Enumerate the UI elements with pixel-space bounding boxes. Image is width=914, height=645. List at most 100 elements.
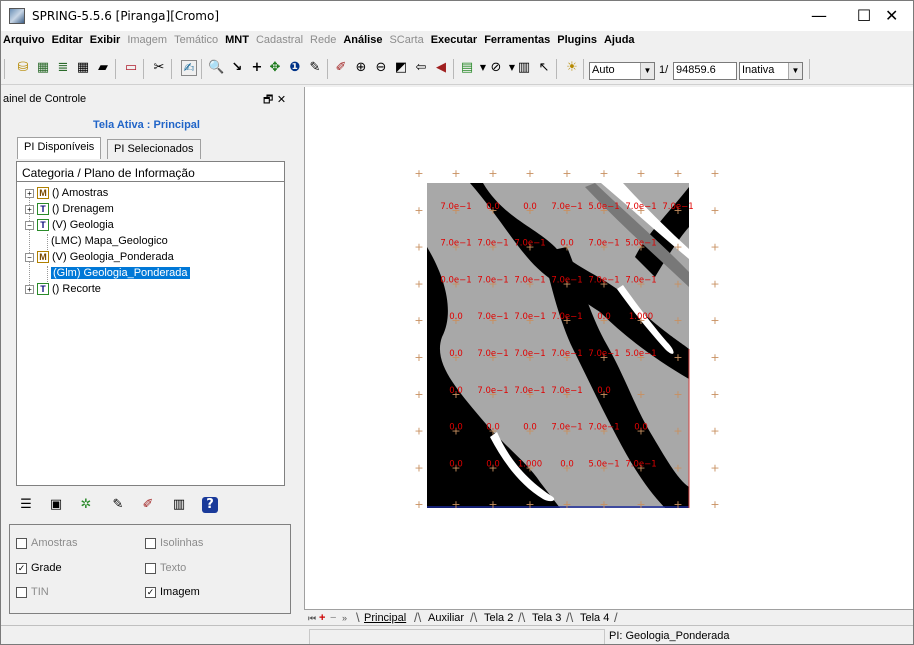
menu-mnt[interactable]: MNT [225,34,249,46]
add-tab-icon[interactable]: + [319,612,326,624]
tree-node[interactable]: − T (V) Geologia [25,218,114,233]
menu-cadastral[interactable]: Cadastral [255,34,304,46]
minimize-button[interactable]: — [811,6,827,25]
state-value: Inativa [742,64,775,76]
tab-tela-3[interactable]: Tela 3 [532,612,562,624]
pan-back-icon[interactable]: ◀ [436,60,446,75]
black-band-diagonal [543,247,689,508]
expand-icon[interactable]: + [25,204,34,214]
grid-cross-icon: + [562,498,571,511]
legend-icon[interactable]: ▤ [460,60,474,75]
last-page-icon[interactable]: » [342,613,348,623]
panel-window-controls[interactable]: 🗗 ✕ [263,93,287,106]
grid-cross-icon: + [673,241,682,254]
grid-value-label: 7.0e−1 [588,239,619,249]
tab-pi-selecionados[interactable]: PI Selecionados [107,139,201,159]
active-screen-label: Tela Ativa : Principal [93,119,200,131]
window-icon[interactable]: ▭ [124,60,138,75]
menu-ajuda[interactable]: Ajuda [603,34,635,46]
expand-icon[interactable]: + [25,284,34,294]
select-dropdown-icon[interactable]: ▼ [508,63,516,72]
menu-executar[interactable]: Executar [430,34,478,46]
cut-icon[interactable]: ✂ [153,60,165,75]
tab-principal[interactable]: Principal [364,612,407,624]
pointer-icon[interactable]: ↖ [538,60,550,75]
grid-value-label: 7.0e−1 [588,349,619,359]
edit-pencil-icon[interactable]: ✐ [335,60,347,75]
zoom-mode-select[interactable]: Auto ▼ [589,62,655,80]
expand-icon[interactable]: + [25,188,34,198]
visual-icon[interactable]: ✲ [80,497,92,512]
tree-node[interactable]: − M (V) Geologia_Ponderada [25,250,174,265]
legend-dropdown-icon[interactable]: ▼ [479,63,487,72]
zoom-in-icon[interactable]: ⊕ [355,60,367,75]
list-icon[interactable]: ☰ [20,497,32,512]
tab-pi-disponiveis[interactable]: PI Disponíveis [17,137,102,159]
first-page-icon[interactable]: ⏮ [308,613,317,623]
collapse-icon[interactable]: − [25,252,34,262]
grid-cross-icon: + [488,388,497,401]
app-icon [9,8,25,24]
back-icon[interactable]: ⇦ [415,60,427,75]
properties-icon[interactable]: ▣ [49,497,63,512]
menu-scarta[interactable]: SCarta [389,34,424,46]
scale-input[interactable]: 94859.6 [673,62,737,80]
tab-tela-2[interactable]: Tela 2 [484,612,514,624]
remove-tab-icon[interactable]: − [330,612,337,624]
tab-tela-4[interactable]: Tela 4 [580,612,610,624]
layers-icon[interactable]: ≣ [57,60,69,75]
zoom-out-icon[interactable]: ⊖ [375,60,387,75]
database-icon[interactable]: ⛁ [17,60,29,75]
close-button[interactable]: ✕ [885,6,899,25]
tab-auxiliar[interactable]: Auxiliar [428,612,465,624]
thematic-category-icon: T [37,219,49,232]
tree-node[interactable]: + T() Drenagem [25,202,114,217]
state-select[interactable]: Inativa ▼ [739,62,803,80]
polygon-icon[interactable]: ▰ [98,60,108,75]
checkbox-box [16,537,27,549]
menu-rede[interactable]: Rede [310,34,337,46]
grid-value-label: 7.0e−1 [477,386,508,396]
project-icon[interactable]: ▦ [36,60,50,75]
edit-icon[interactable]: ✎ [112,497,124,512]
tree-node[interactable]: (LMC) Mapa_Geologico [51,234,168,249]
maximize-button[interactable]: ☐ [856,6,872,25]
info-icon[interactable]: ❶ [289,60,301,75]
checkbox-texto[interactable]: Texto [145,562,186,574]
checkbox-isolinhas[interactable]: Isolinhas [145,537,203,549]
tree-node[interactable]: + M() Amostras [25,186,108,201]
checkbox-amostras[interactable]: Amostras [16,537,77,549]
table-icon[interactable]: ▥ [517,60,531,75]
zoom-search-icon[interactable]: 🔍 [208,60,225,75]
map-canvas[interactable]: + + + + + + + + + + + + + + + + + + + + + + + + + + + + + + + + + + + + + + + +… [304,87,913,609]
grid-icon[interactable]: ▦ [76,60,90,75]
menu-plugins[interactable]: Plugins [557,34,597,46]
palette-icon[interactable]: ☀ [566,60,578,75]
checkbox-grade[interactable]: ✓ Grade [16,562,62,574]
menu-tematico[interactable]: Temático [174,34,219,46]
menu-arquivo[interactable]: Arquivo [3,34,45,46]
checkbox-tin[interactable]: TIN [16,586,49,598]
menu-ferramentas[interactable]: Ferramentas [484,34,551,46]
collapse-icon[interactable]: − [25,220,34,230]
tree-node[interactable]: (Glm) Geologia_Ponderada [51,266,190,281]
menu-exibir[interactable]: Exibir [89,34,121,46]
toolbar-separator [453,59,454,79]
arrow-down-right-icon[interactable]: ↘ [231,60,243,75]
pen-icon[interactable]: ✐ [142,497,154,512]
zoom-area-icon[interactable]: ◩ [394,60,408,75]
tree-guide-line [29,192,30,287]
legend-table-icon[interactable]: ▥ [172,497,186,512]
move-icon[interactable]: ✥ [269,60,281,75]
grid-cross-icon: + [710,498,719,511]
select-tool-icon[interactable]: ⊘ [490,60,502,75]
draw-icon[interactable]: ✍ [181,60,197,76]
measure-icon[interactable]: ✎ [309,60,321,75]
help-icon[interactable]: ? [202,497,218,513]
menu-analise[interactable]: Análise [343,34,383,46]
menu-imagem[interactable]: Imagem [127,34,168,46]
checkbox-imagem[interactable]: ✓ Imagem [145,586,200,598]
tree-node[interactable]: + T() Recorte [25,282,101,297]
menu-editar[interactable]: Editar [51,34,83,46]
cross-icon[interactable]: + [251,60,263,75]
